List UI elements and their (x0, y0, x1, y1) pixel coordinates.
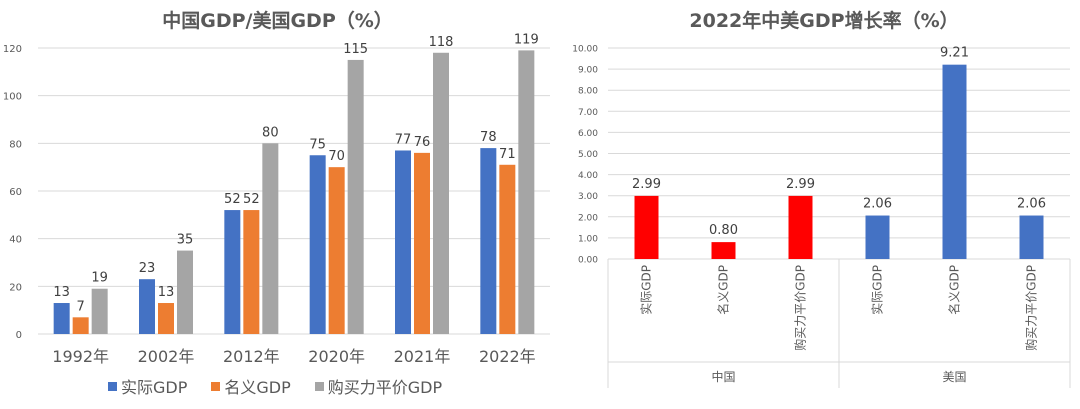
y-tick-label: 120 (3, 44, 22, 55)
legend-item-real: 实际GDP (108, 374, 187, 398)
bar (518, 50, 535, 335)
x-tick-label: 1992年 (52, 347, 109, 366)
y-tick-label: 20 (9, 282, 22, 293)
data-label: 80 (262, 125, 279, 140)
bar (158, 303, 174, 334)
bar (262, 143, 279, 334)
data-label: 2.06 (863, 197, 892, 212)
legend-swatch-ppp (314, 381, 324, 391)
legend-swatch-nominal (211, 381, 221, 391)
data-label: 118 (429, 35, 454, 50)
legend-item-nominal: 名义GDP (211, 374, 291, 398)
y-tick-label: 6.00 (578, 129, 598, 139)
data-label: 0.80 (709, 223, 738, 238)
y-tick-label: 8.00 (578, 87, 598, 97)
bar (1019, 215, 1044, 259)
group-label: 美国 (942, 370, 966, 384)
y-tick-label: 1.00 (578, 234, 598, 244)
data-label: 2.99 (632, 177, 661, 192)
bar (499, 164, 516, 334)
data-label: 2.99 (786, 177, 815, 192)
bar (243, 210, 260, 334)
right-chart-plot: 0.00 1.00 2.00 3.00 4.00 5.00 6.00 7.00 8.00 9.00… (572, 45, 1071, 388)
y-tick-label: 0.00 (578, 256, 598, 266)
x-tick-label: 2012年 (223, 347, 280, 366)
data-label: 52 (224, 192, 241, 207)
y-tick-label: 80 (9, 139, 22, 150)
data-label: 23 (139, 261, 156, 276)
x-tick-label: 2020年 (308, 347, 365, 366)
legend-label-real: 实际GDP (121, 378, 188, 397)
data-label: 9.21 (940, 46, 969, 61)
data-label: 75 (309, 137, 326, 152)
x-tick-label: 2002年 (138, 347, 195, 366)
bar (347, 59, 364, 335)
y-tick-label: 0 (16, 330, 22, 341)
data-label: 52 (243, 192, 260, 207)
right-chart: 2022年中美GDP增长率（%） 0.00 1.00 2.00 3.00 4.00 5.0… (568, 0, 1080, 409)
panel-divider (560, 0, 561, 409)
y-tick-label: 4.00 (578, 171, 598, 181)
bar (224, 210, 241, 334)
x-tick-label: 实际GDP (870, 265, 885, 315)
x-tick-label: 名义GDP (716, 265, 731, 315)
x-tick-label: 实际GDP (639, 265, 654, 315)
legend-item-ppp: 购买力平价GDP (314, 374, 443, 398)
data-label: 2.06 (1017, 197, 1046, 212)
group-label: 中国 (711, 369, 735, 384)
data-label: 77 (395, 132, 412, 147)
y-tick-label: 2.00 (578, 213, 598, 223)
legend-label-ppp: 购买力平价GDP (327, 378, 443, 397)
bar (788, 195, 813, 259)
left-chart-legend: 实际GDP 名义GDP 购买力平价GDP (108, 374, 442, 398)
x-tick-label: 购买力平价GDP (1024, 265, 1039, 351)
y-tick-label: 3.00 (578, 192, 598, 202)
data-label: 115 (343, 42, 368, 57)
bar (177, 250, 193, 334)
bar (414, 152, 430, 334)
data-label: 7 (77, 299, 85, 314)
bar (480, 148, 497, 334)
legend-swatch-real (108, 381, 117, 391)
bar (53, 303, 70, 334)
bar (328, 167, 345, 334)
data-label: 78 (480, 130, 497, 145)
y-tick-label: 10.00 (572, 45, 598, 55)
x-tick-label: 2021年 (394, 347, 451, 366)
y-tick-label: 5.00 (578, 150, 598, 160)
bar (942, 64, 967, 259)
x-tick-label: 购买力平价GDP (793, 265, 808, 351)
bar (865, 215, 890, 259)
bar (711, 242, 736, 259)
bar (309, 155, 326, 334)
data-label: 13 (53, 285, 70, 300)
bar (395, 150, 411, 334)
legend-label-nominal: 名义GDP (224, 378, 291, 397)
right-chart-title: 2022年中美GDP增长率（%） (689, 10, 959, 32)
y-tick-label: 7.00 (578, 108, 598, 118)
bar (91, 288, 108, 334)
x-tick-label: 名义GDP (947, 265, 962, 315)
y-tick-label: 40 (9, 235, 22, 246)
bar (634, 195, 659, 259)
bar (433, 52, 449, 335)
data-label: 70 (328, 149, 345, 164)
left-chart: 中国GDP/美国GDP（%） 0 20 40 60 80 100 120 13 7 19 1992年… (2, 10, 550, 398)
data-label: 71 (499, 147, 516, 162)
y-tick-label: 60 (9, 187, 22, 198)
data-label: 76 (414, 135, 431, 150)
y-tick-label: 9.00 (578, 66, 598, 76)
data-label: 35 (177, 233, 194, 248)
data-label: 19 (91, 271, 108, 286)
data-label: 119 (514, 32, 539, 47)
y-tick-label: 100 (3, 92, 22, 103)
bar (139, 279, 155, 334)
x-tick-label: 2022年 (479, 347, 536, 366)
data-label: 13 (158, 285, 175, 300)
left-chart-title: 中国GDP/美国GDP（%） (162, 10, 393, 32)
bar (72, 317, 89, 334)
